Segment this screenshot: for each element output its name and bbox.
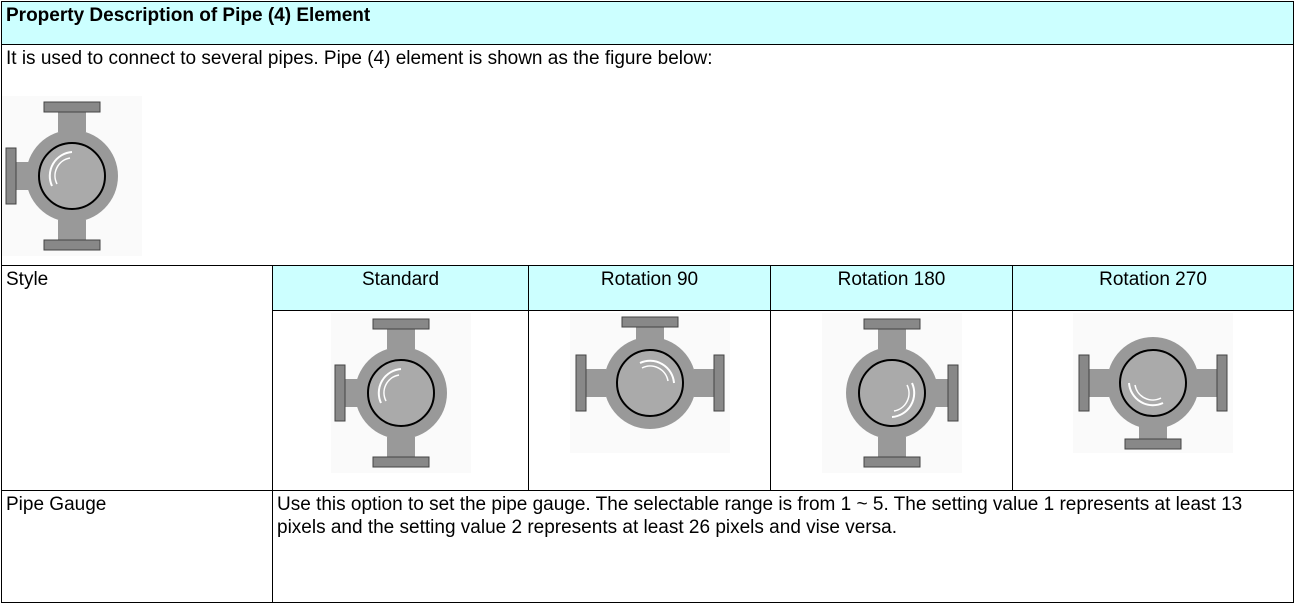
intro-cell: It is used to connect to several pipes. …	[0, 44, 1294, 266]
pipe-rotation-90	[569, 313, 730, 453]
intro-text: It is used to connect to several pipes. …	[6, 48, 713, 69]
gauge-label: Pipe Gauge	[1, 490, 273, 603]
pipe-rotation-270	[1073, 313, 1234, 453]
style-label: Style	[1, 265, 273, 491]
style-header: Rotation 90	[528, 265, 771, 311]
pipe-rotation-180	[821, 313, 962, 473]
style-header: Rotation 180	[770, 265, 1013, 311]
gauge-text: Use this option to set the pipe gauge. T…	[271, 490, 1294, 603]
pipe-standard	[330, 313, 471, 473]
style-image-cell	[272, 310, 529, 491]
style-image-cell	[528, 310, 771, 491]
style-header: Rotation 270	[1011, 265, 1294, 311]
style-image-cell	[770, 310, 1013, 491]
style-header: Standard	[272, 265, 529, 311]
table-title: Property Description of Pipe (4) Element	[0, 1, 1294, 45]
pipe-figure	[2, 96, 142, 256]
style-image-cell	[1011, 310, 1294, 491]
